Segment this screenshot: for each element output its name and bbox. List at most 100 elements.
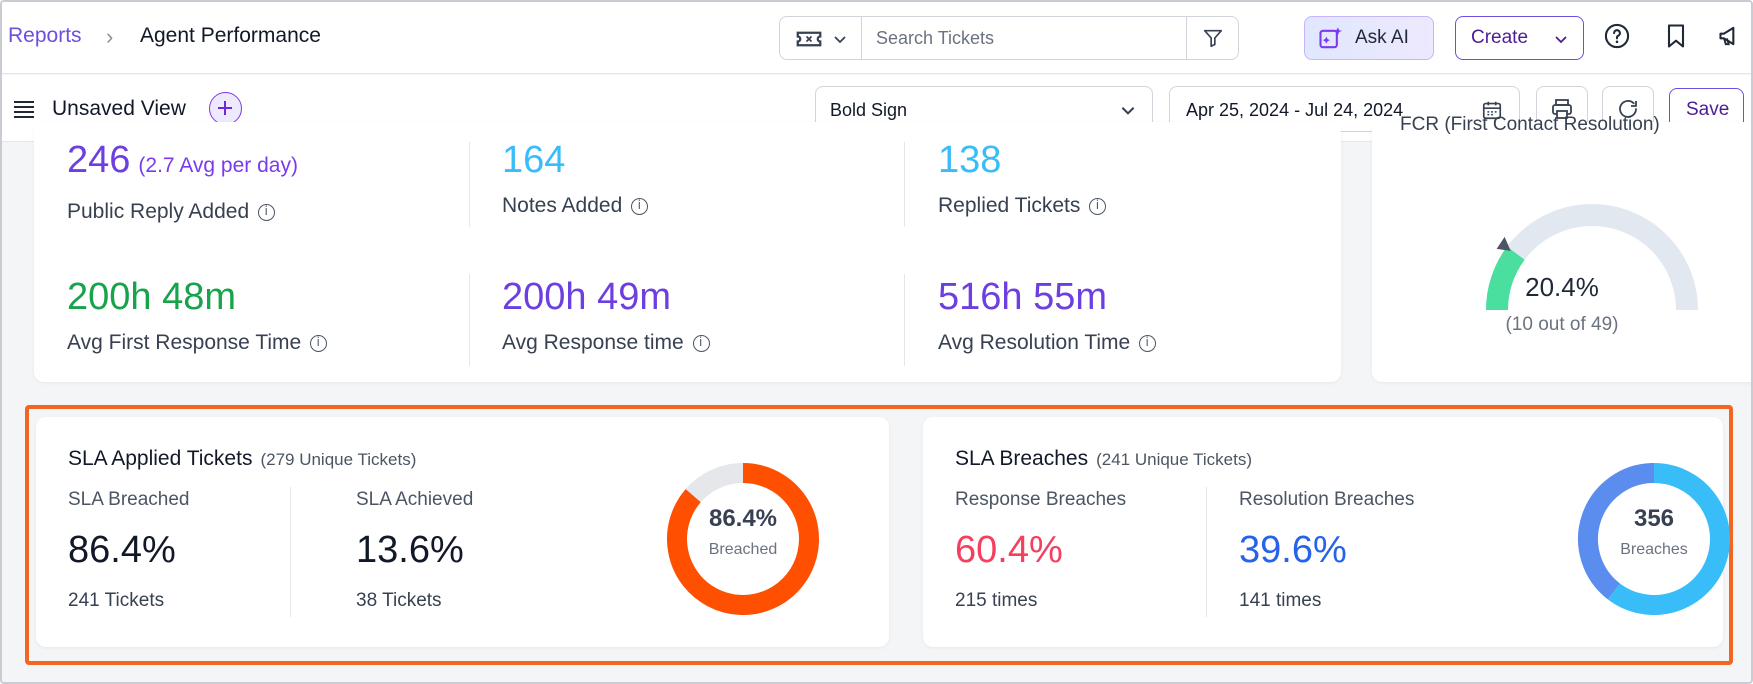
metric-value: 164 — [502, 140, 648, 180]
metric-label: Avg First Response Time — [67, 331, 328, 355]
donut-center: 86.4% Breached — [663, 505, 823, 559]
donut-value: 86.4% — [708, 505, 778, 532]
metric-number: 200h 49m — [502, 276, 672, 318]
divider — [904, 274, 905, 366]
card-title: SLA Breaches (241 Unique Tickets) — [955, 447, 1252, 471]
metric-value: 138 — [938, 140, 1106, 180]
divider — [469, 142, 470, 227]
stat-value: 86.4% — [68, 529, 176, 571]
stat-value: 60.4% — [955, 529, 1063, 571]
donut-label: Breaches — [1620, 541, 1688, 558]
ticket-type-dropdown[interactable] — [780, 17, 862, 59]
donut-segment-response — [1607, 463, 1730, 615]
breadcrumb-reports-link[interactable]: Reports — [8, 24, 82, 47]
fcr-count: (10 out of 49) — [1505, 314, 1619, 335]
info-icon[interactable] — [1139, 334, 1157, 352]
metric-label: Public Reply Added — [67, 200, 298, 224]
donut-value: 356 — [1633, 505, 1675, 532]
sla-breaches-donut — [1578, 463, 1730, 615]
metric-number: 138 — [938, 139, 1002, 181]
metric-avg-first-response: 200h 48m Avg First Response Time — [67, 277, 328, 355]
metric-public-reply: 246 (2.7 Avg per day) Public Reply Added — [67, 140, 298, 224]
fcr-title: FCR (First Contact Resolution) — [1400, 114, 1660, 135]
metric-label-text: Replied Tickets — [938, 194, 1081, 217]
metric-label: Avg Response time — [502, 331, 710, 355]
search-group — [779, 16, 1239, 60]
info-icon[interactable] — [631, 197, 649, 215]
info-icon[interactable] — [310, 334, 328, 352]
stat-sla-breached: SLA Breached 86.4% 241 Tickets — [68, 489, 189, 612]
bookmark-icon — [1667, 24, 1685, 48]
metric-replied-tickets: 138 Replied Tickets — [938, 140, 1107, 218]
stat-label: SLA Breached — [68, 489, 190, 510]
divider — [469, 274, 470, 366]
bookmark-button[interactable] — [1662, 22, 1694, 54]
divider — [1206, 487, 1207, 617]
refresh-icon — [1619, 100, 1637, 118]
metric-number: 516h 55m — [938, 276, 1108, 318]
card-title-text: SLA Breaches — [955, 447, 1089, 470]
stat-count: 38 Tickets — [356, 590, 442, 611]
save-label: Save — [1686, 99, 1730, 120]
gauge-fill — [1486, 246, 1525, 311]
metric-label-text: Avg Response time — [502, 331, 684, 354]
metric-average: (2.7 Avg per day) — [138, 154, 298, 177]
metric-label: Avg Resolution Time — [938, 331, 1157, 355]
metric-number: 246 — [67, 139, 131, 181]
metric-number: 200h 48m — [67, 276, 237, 318]
create-label: Create — [1471, 27, 1529, 48]
search-input[interactable] — [876, 17, 1176, 59]
stat-count: 141 times — [1239, 590, 1322, 611]
breadcrumb-separator: › — [106, 24, 114, 49]
metric-value: 200h 49m — [502, 277, 710, 317]
stat-label: Resolution Breaches — [1239, 489, 1415, 510]
chevron-down-icon — [834, 36, 846, 44]
sparkle-icon — [1319, 27, 1343, 49]
info-icon[interactable] — [258, 203, 276, 221]
card-subtitle: (241 Unique Tickets) — [1096, 450, 1252, 469]
info-icon[interactable] — [1089, 197, 1107, 215]
metric-label-text: Avg Resolution Time — [938, 331, 1131, 354]
card-subtitle: (279 Unique Tickets) — [260, 450, 417, 469]
metric-number: 164 — [502, 139, 566, 181]
stat-resolution-breaches: Resolution Breaches 39.6% 141 times — [1239, 489, 1414, 612]
stat-sla-achieved: SLA Achieved 13.6% 38 Tickets — [356, 489, 473, 612]
stat-count: 215 times — [955, 590, 1038, 611]
gauge-pointer — [1496, 236, 1511, 251]
announcement-button[interactable] — [1716, 22, 1748, 54]
print-icon — [1552, 99, 1572, 119]
stat-response-breaches: Response Breaches 60.4% 215 times — [955, 489, 1126, 612]
ask-ai-label: Ask AI — [1355, 27, 1409, 48]
info-icon[interactable] — [692, 334, 710, 352]
fcr-card: FCR (First Contact Resolution) 20.4% (10… — [1372, 114, 1751, 382]
create-button[interactable]: Create — [1455, 16, 1584, 60]
stat-value: 13.6% — [356, 529, 464, 571]
ticket-icon — [796, 31, 822, 47]
chevron-down-icon — [1555, 36, 1567, 44]
megaphone-icon — [1719, 26, 1735, 46]
page-title: Agent Performance — [140, 24, 321, 47]
help-button[interactable] — [1603, 22, 1635, 54]
stat-label: Response Breaches — [955, 489, 1127, 510]
metric-label-text: Avg First Response Time — [67, 331, 302, 354]
metric-label: Notes Added — [502, 194, 649, 218]
metrics-card: 246 (2.7 Avg per day) Public Reply Added … — [34, 122, 1341, 382]
donut-segment-resolution — [1578, 463, 1655, 600]
metric-label: Replied Tickets — [938, 194, 1107, 218]
filter-button[interactable] — [1186, 17, 1238, 59]
divider — [904, 142, 905, 227]
donut-segment-breached — [667, 463, 819, 615]
metric-value: 516h 55m — [938, 277, 1156, 317]
add-view-button[interactable] — [209, 92, 242, 125]
calendar-icon — [1482, 101, 1502, 120]
metric-value: 246 (2.7 Avg per day) — [67, 140, 298, 186]
date-range-value: Apr 25, 2024 - Jul 24, 2024 — [1186, 100, 1404, 120]
card-title: SLA Applied Tickets (279 Unique Tickets) — [68, 447, 416, 471]
menu-icon[interactable] — [12, 99, 36, 119]
metric-value: 200h 48m — [67, 277, 327, 317]
divider — [290, 487, 291, 617]
metric-avg-response: 200h 49m Avg Response time — [502, 277, 710, 355]
stat-count: 241 Tickets — [68, 590, 165, 611]
ask-ai-button[interactable]: Ask AI — [1304, 16, 1434, 60]
donut-label: Breached — [708, 541, 778, 558]
